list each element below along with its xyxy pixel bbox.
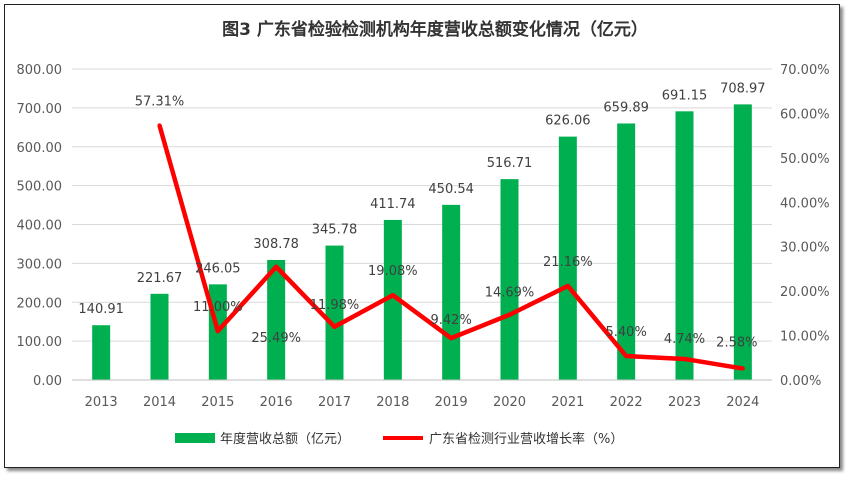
- line-data-label: 11.00%: [193, 300, 243, 315]
- line-data-label: 25.49%: [251, 331, 301, 346]
- bar-data-label: 221.67: [137, 271, 183, 286]
- bar: [675, 111, 694, 381]
- x-tick-label: 2017: [318, 395, 351, 410]
- legend-bar-swatch: [175, 433, 215, 443]
- x-tick-label: 2019: [435, 395, 468, 410]
- line-data-label: 19.08%: [368, 264, 418, 279]
- bar-data-label: 659.89: [603, 100, 649, 115]
- y-left-tick-label: 500.00: [17, 180, 63, 195]
- growth-point: [624, 354, 629, 359]
- bar-data-label: 708.97: [720, 81, 766, 96]
- x-tick-label: 2016: [260, 395, 293, 410]
- y-right-tick-label: 10.00%: [780, 330, 830, 345]
- chart-title: 图3 广东省检验检测机构年度营收总额变化情况（亿元）: [222, 19, 648, 40]
- x-tick-label: 2015: [201, 395, 234, 410]
- chart-frame: [4, 4, 840, 468]
- bar: [500, 179, 519, 380]
- bar: [267, 259, 286, 380]
- bar: [733, 104, 752, 380]
- x-tick-label: 2023: [668, 395, 701, 410]
- bar: [617, 123, 636, 380]
- growth-point: [215, 329, 220, 334]
- legend-bar-label: 年度营收总额（亿元）: [220, 431, 350, 447]
- y-left-tick-label: 200.00: [17, 296, 63, 311]
- x-tick-label: 2018: [376, 395, 409, 410]
- legend: 年度营收总额（亿元） 广东省检测行业营收增长率（%）: [175, 431, 623, 447]
- line-data-label: 2.58%: [716, 336, 757, 351]
- x-tick-label: 2013: [85, 395, 118, 410]
- bar: [558, 136, 577, 380]
- growth-point: [157, 123, 162, 128]
- growth-point: [565, 283, 570, 288]
- y-left-tick-label: 600.00: [17, 141, 63, 156]
- growth-point: [274, 264, 279, 269]
- bar: [150, 293, 169, 380]
- bar-data-label: 691.15: [662, 88, 708, 103]
- legend-line-label: 广东省检测行业营收增长率（%）: [429, 431, 623, 447]
- bar: [325, 245, 344, 380]
- y-left-tick-label: 300.00: [17, 257, 63, 272]
- y-left-tick-label: 700.00: [17, 102, 63, 117]
- y-left-tick-label: 0.00: [33, 374, 62, 389]
- line-data-label: 4.74%: [664, 332, 705, 347]
- line-data-label: 11.98%: [310, 298, 360, 313]
- bar-data-label: 246.05: [195, 261, 241, 276]
- line-data-label: 14.69%: [485, 286, 535, 301]
- bar-data-label: 345.78: [312, 223, 358, 238]
- line-data-label: 57.31%: [135, 94, 185, 109]
- growth-point: [682, 356, 687, 361]
- y-left-tick-label: 800.00: [17, 63, 63, 78]
- growth-point: [507, 312, 512, 317]
- y-right-tick-label: 20.00%: [780, 285, 830, 300]
- y-right-tick-label: 30.00%: [780, 241, 830, 256]
- growth-point: [740, 366, 745, 371]
- y-left-tick-label: 400.00: [17, 219, 63, 234]
- line-data-label: 21.16%: [543, 255, 593, 270]
- y-left-tick-label: 100.00: [17, 335, 63, 350]
- x-tick-label: 2022: [610, 395, 643, 410]
- y-right-tick-label: 50.00%: [780, 152, 830, 167]
- bar-data-label: 308.78: [253, 237, 299, 252]
- x-tick-label: 2021: [551, 395, 584, 410]
- growth-point: [390, 293, 395, 298]
- x-tick-label: 2020: [493, 395, 526, 410]
- bar: [383, 219, 402, 380]
- y-right-tick-label: 40.00%: [780, 196, 830, 211]
- bar-data-label: 140.91: [78, 302, 124, 317]
- bar-data-label: 516.71: [487, 156, 533, 171]
- bar-data-label: 450.54: [428, 182, 474, 197]
- x-tick-label: 2014: [143, 395, 176, 410]
- growth-point: [332, 324, 337, 329]
- bar-data-label: 411.74: [370, 197, 416, 212]
- bar: [92, 325, 111, 380]
- line-data-label: 5.40%: [606, 325, 647, 340]
- y-right-tick-label: 70.00%: [780, 63, 830, 78]
- line-data-label: 9.42%: [431, 313, 472, 328]
- growth-point: [449, 336, 454, 341]
- bar-data-label: 626.06: [545, 114, 591, 129]
- y-right-tick-label: 60.00%: [780, 107, 830, 122]
- x-tick-label: 2024: [726, 395, 759, 410]
- bar: [442, 204, 461, 380]
- y-right-tick-label: 0.00%: [780, 374, 821, 389]
